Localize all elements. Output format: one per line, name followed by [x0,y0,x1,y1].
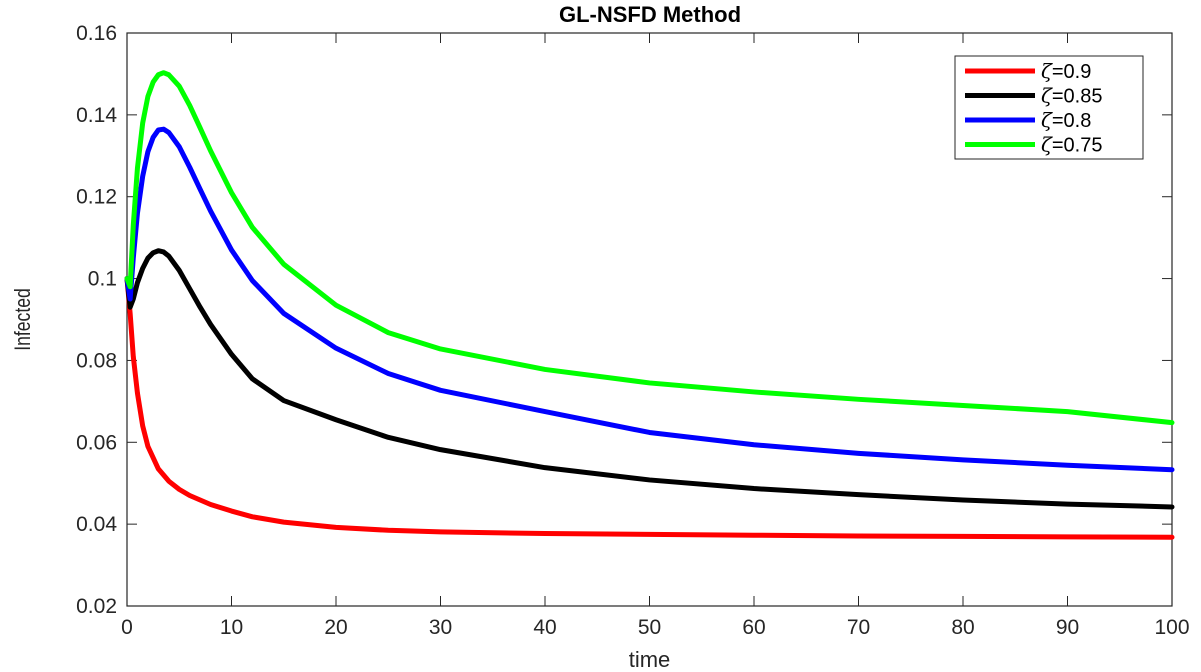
legend-label: =0.9 [1052,61,1091,83]
legend-symbol: ζ [1041,84,1053,108]
legend-entry-2: ζ=0.85 [1041,84,1102,108]
x-tick-label: 30 [429,616,452,639]
legend-label: =0.8 [1052,110,1091,132]
y-tick-label: 0.06 [76,431,117,454]
y-axis-label: Infected [11,288,35,351]
legend-label: =0.75 [1052,135,1103,157]
chart-title: GL-NSFD Method [559,2,741,27]
legend-entry-1: ζ=0.9 [1041,59,1091,83]
series-line-3 [124,126,1175,473]
y-tick-label: 0.1 [88,268,117,291]
legend-symbol: ζ [1041,133,1053,157]
x-tick-label: 100 [1154,616,1189,639]
x-tick-label: 40 [533,616,556,639]
series-layer [124,70,1175,540]
y-tick-label: 0.16 [76,22,117,45]
y-tick-label: 0.08 [76,349,117,372]
x-tick-label: 90 [1056,616,1079,639]
y-tick-label: 0.04 [76,513,117,536]
y-tick-label: 0.12 [76,186,117,209]
x-tick-label: 0 [121,616,133,639]
x-axis: 0 10 20 30 40 50 60 70 80 90 100 [121,33,1190,639]
x-tick-label: 20 [324,616,347,639]
legend-symbol: ζ [1041,59,1053,83]
x-tick-label: 50 [638,616,661,639]
legend: ζ=0.9ζ=0.85ζ=0.8ζ=0.75 [954,55,1144,160]
series-line-2 [124,248,1175,510]
x-tick-label: 80 [951,616,974,639]
y-tick-label: 0.14 [76,104,117,127]
legend-entry-3: ζ=0.8 [1041,108,1091,132]
x-tick-label: 70 [847,616,870,639]
legend-entry-4: ζ=0.75 [1041,133,1102,157]
legend-label: =0.85 [1052,86,1103,108]
x-axis-label: time [629,647,671,672]
legend-symbol: ζ [1041,108,1053,132]
x-tick-label: 10 [220,616,243,639]
series-line-4 [124,70,1175,426]
series-line-1 [124,276,1175,540]
x-tick-label: 60 [742,616,765,639]
y-tick-label: 0.02 [76,595,117,618]
y-axis: 0.02 0.04 0.06 0.08 0.1 0.12 0.14 0.16 [76,22,1172,618]
